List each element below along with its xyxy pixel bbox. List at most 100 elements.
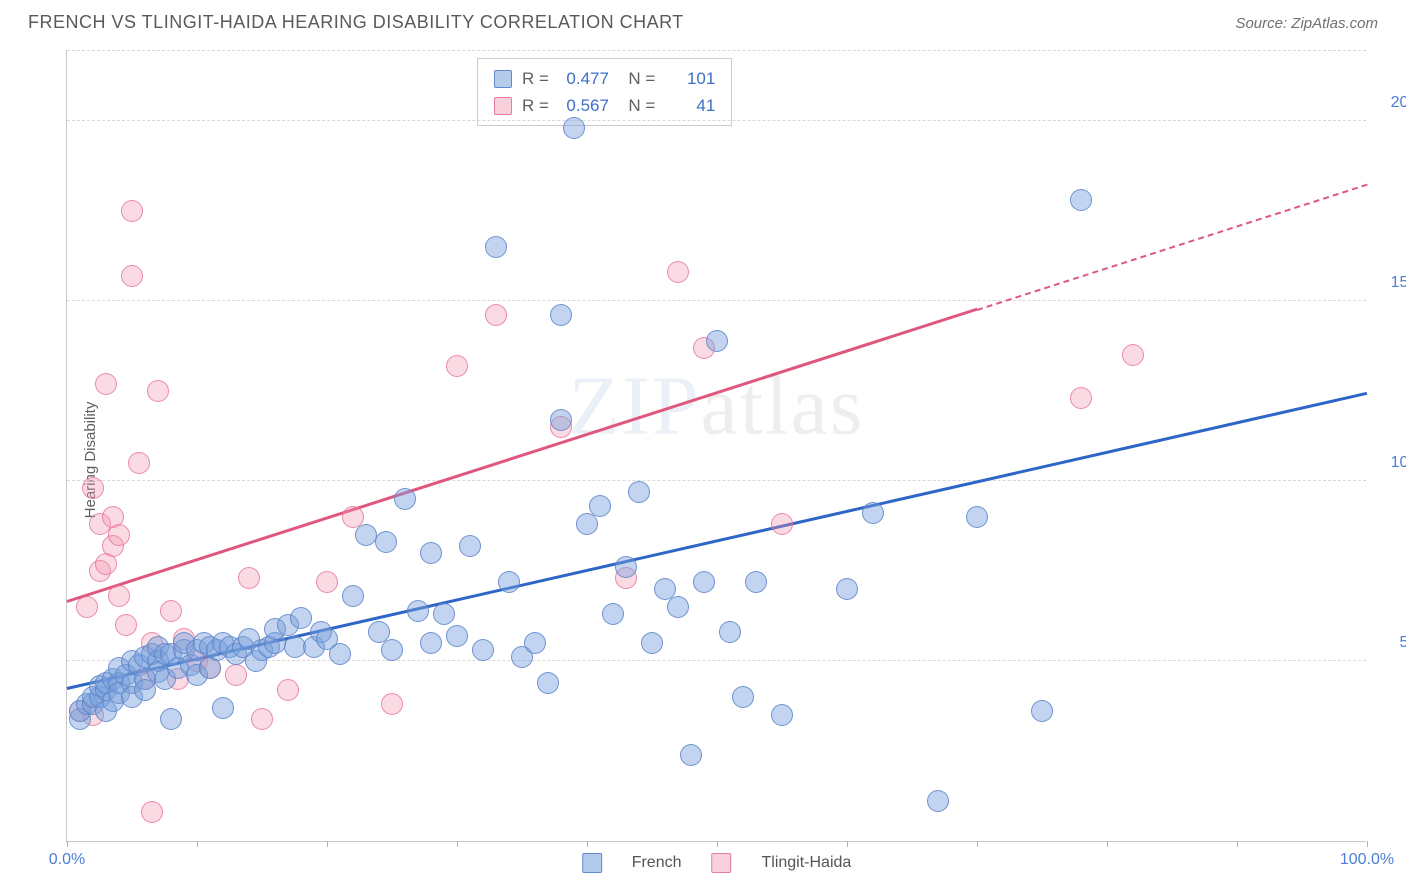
- x-tick-mark: [1237, 841, 1238, 847]
- data-point: [433, 603, 455, 625]
- stats-row-tlingit: R =0.567 N =41: [494, 92, 715, 119]
- gridline: [67, 120, 1366, 121]
- x-tick-mark: [977, 841, 978, 847]
- data-point: [108, 585, 130, 607]
- data-point: [537, 672, 559, 694]
- gridline: [67, 300, 1366, 301]
- y-tick-label: 20.0%: [1376, 94, 1406, 112]
- data-point: [771, 513, 793, 535]
- x-tick-mark: [1367, 841, 1368, 847]
- legend-label-french: French: [632, 854, 682, 872]
- data-point: [966, 506, 988, 528]
- data-point: [550, 409, 572, 431]
- data-point: [76, 596, 98, 618]
- data-point: [446, 355, 468, 377]
- data-point: [680, 744, 702, 766]
- swatch-icon: [494, 70, 512, 88]
- data-point: [342, 585, 364, 607]
- swatch-icon: [711, 853, 731, 873]
- data-point: [121, 265, 143, 287]
- data-point: [693, 571, 715, 593]
- data-point: [836, 578, 858, 600]
- data-point: [160, 708, 182, 730]
- data-point: [862, 502, 884, 524]
- data-point: [472, 639, 494, 661]
- data-point: [615, 556, 637, 578]
- data-point: [147, 380, 169, 402]
- plot-area: ZIPatlas R =0.477 N =101 R =0.567 N =41 …: [66, 50, 1366, 842]
- data-point: [1031, 700, 1053, 722]
- x-tick-mark: [847, 841, 848, 847]
- data-point: [524, 632, 546, 654]
- data-point: [290, 607, 312, 629]
- trend-line: [67, 308, 978, 603]
- data-point: [128, 452, 150, 474]
- x-tick-label: 100.0%: [1340, 851, 1394, 869]
- data-point: [589, 495, 611, 517]
- data-point: [1122, 344, 1144, 366]
- swatch-icon: [582, 853, 602, 873]
- x-tick-mark: [587, 841, 588, 847]
- data-point: [251, 708, 273, 730]
- x-tick-mark: [327, 841, 328, 847]
- data-point: [745, 571, 767, 593]
- data-point: [160, 600, 182, 622]
- data-point: [628, 481, 650, 503]
- data-point: [277, 679, 299, 701]
- y-tick-label: 10.0%: [1376, 454, 1406, 472]
- data-point: [420, 632, 442, 654]
- data-point: [576, 513, 598, 535]
- gridline: [67, 480, 1366, 481]
- data-point: [82, 477, 104, 499]
- data-point: [115, 614, 137, 636]
- data-point: [225, 664, 247, 686]
- data-point: [134, 679, 156, 701]
- chart-container: Hearing Disability ZIPatlas R =0.477 N =…: [28, 50, 1378, 870]
- data-point: [446, 625, 468, 647]
- y-tick-label: 5.0%: [1376, 634, 1406, 652]
- x-tick-mark: [197, 841, 198, 847]
- data-point: [771, 704, 793, 726]
- data-point: [407, 600, 429, 622]
- data-point: [563, 117, 585, 139]
- data-point: [719, 621, 741, 643]
- swatch-icon: [494, 97, 512, 115]
- data-point: [641, 632, 663, 654]
- watermark: ZIPatlas: [569, 357, 865, 454]
- data-point: [1070, 189, 1092, 211]
- data-point: [316, 571, 338, 593]
- x-tick-mark: [717, 841, 718, 847]
- data-point: [420, 542, 442, 564]
- data-point: [381, 639, 403, 661]
- data-point: [329, 643, 351, 665]
- data-point: [141, 801, 163, 823]
- data-point: [375, 531, 397, 553]
- data-point: [498, 571, 520, 593]
- y-tick-label: 15.0%: [1376, 274, 1406, 292]
- data-point: [550, 304, 572, 326]
- legend-bottom: French Tlingit-Haida: [582, 853, 852, 873]
- legend-label-tlingit: Tlingit-Haida: [761, 854, 851, 872]
- data-point: [927, 790, 949, 812]
- data-point: [667, 261, 689, 283]
- data-point: [121, 200, 143, 222]
- data-point: [1070, 387, 1092, 409]
- data-point: [485, 304, 507, 326]
- data-point: [667, 596, 689, 618]
- x-tick-label: 0.0%: [49, 851, 85, 869]
- data-point: [238, 567, 260, 589]
- data-point: [108, 524, 130, 546]
- data-point: [95, 373, 117, 395]
- x-tick-mark: [1107, 841, 1108, 847]
- chart-title: FRENCH VS TLINGIT-HAIDA HEARING DISABILI…: [28, 12, 684, 33]
- data-point: [485, 236, 507, 258]
- stats-row-french: R =0.477 N =101: [494, 65, 715, 92]
- data-point: [212, 697, 234, 719]
- x-tick-mark: [457, 841, 458, 847]
- source-attribution: Source: ZipAtlas.com: [1235, 15, 1378, 32]
- data-point: [381, 693, 403, 715]
- x-tick-mark: [67, 841, 68, 847]
- gridline: [67, 50, 1366, 51]
- data-point: [706, 330, 728, 352]
- data-point: [394, 488, 416, 510]
